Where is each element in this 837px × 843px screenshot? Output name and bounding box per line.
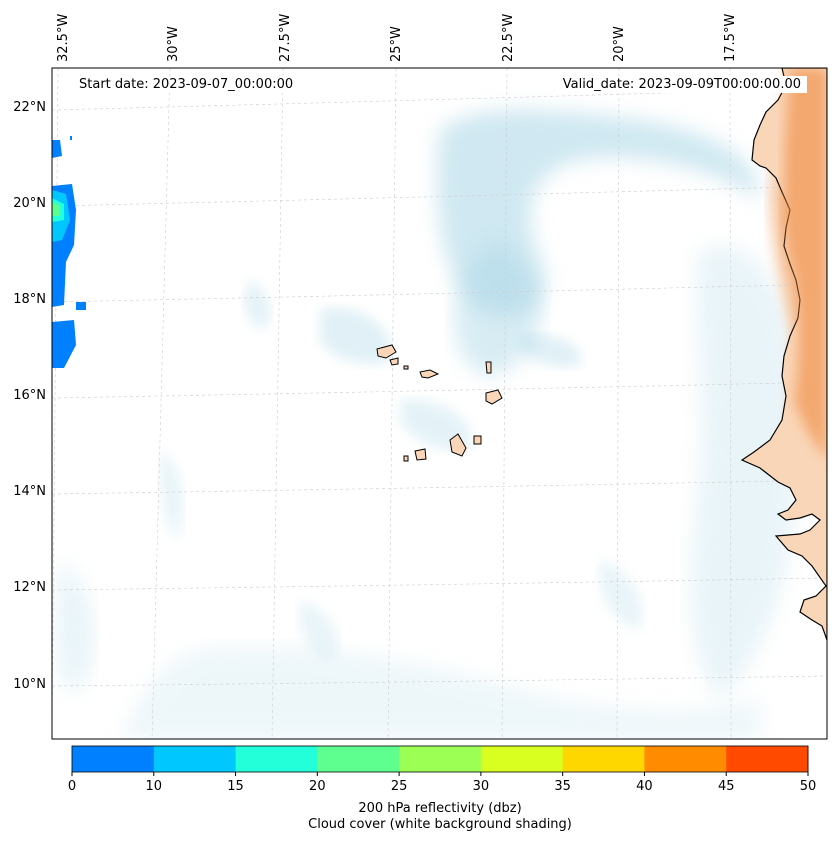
- island-boa-vista: [485, 389, 503, 405]
- colorbar-segment: [317, 746, 400, 772]
- colorbar-segment: [644, 746, 727, 772]
- cloud-cover-shading: [55, 110, 800, 739]
- cape-verde-islands: [376, 344, 503, 462]
- lat-label: 12°N: [13, 580, 46, 595]
- start-date-label: Start date: 2023-09-07_00:00:00: [73, 76, 300, 93]
- lon-label: 27.5°W: [278, 14, 293, 62]
- colorbar-tick-label: 10: [146, 779, 163, 794]
- colorbar-segment: [72, 746, 155, 772]
- island-sao-nicolau: [419, 369, 440, 379]
- colorbar-segment: [726, 746, 809, 772]
- colorbar-tick-label: 50: [800, 779, 817, 794]
- graticule: [52, 68, 827, 739]
- lon-label: 25°W: [389, 26, 404, 62]
- colorbar-tick-label: 30: [473, 779, 490, 794]
- colorbar-tick-label: 35: [554, 779, 571, 794]
- island-sao-vicente: [389, 357, 399, 366]
- colorbar-segment: [562, 746, 645, 772]
- colorbar-segment: [235, 746, 318, 772]
- colorbar-label-line2: Cloud cover (white background shading): [308, 817, 572, 832]
- colorbar-segment: [399, 746, 482, 772]
- colorbar-segment: [153, 746, 237, 772]
- sahara-dust-overlay: [782, 68, 827, 460]
- island-santo-antao: [376, 344, 397, 359]
- island-fogo: [414, 448, 427, 461]
- island-sal: [485, 361, 492, 374]
- colorbar-tick-label: 45: [718, 779, 735, 794]
- lon-labels: 32.5°W 30°W 27.5°W 25°W 22.5°W 20°W 17.5…: [56, 14, 738, 62]
- colorbar-tick-label: 15: [227, 779, 244, 794]
- lat-label: 14°N: [13, 484, 46, 499]
- island-maio: [473, 435, 482, 445]
- lat-label: 10°N: [13, 677, 46, 692]
- colorbar: 0 10 15 20 25 30 35 40 45 50: [68, 745, 817, 794]
- map-area: [52, 68, 827, 739]
- lat-label: 18°N: [13, 292, 46, 307]
- lon-label: 32.5°W: [56, 14, 71, 62]
- colorbar-tick-label: 20: [309, 779, 326, 794]
- lon-label: 30°W: [166, 26, 181, 62]
- colorbar-tick-label: 40: [636, 779, 653, 794]
- colorbar-title: 200 hPa reflectivity (dbz) Cloud cover (…: [0, 801, 837, 833]
- lon-label: 17.5°W: [723, 14, 738, 62]
- valid-date-label: Valid_date: 2023-09-09T00:00:00.00: [556, 76, 807, 93]
- island-brava: [403, 455, 409, 462]
- lat-label: 22°N: [13, 100, 46, 115]
- lat-labels: 22°N 20°N 18°N 16°N 14°N 12°N 10°N: [13, 100, 46, 692]
- colorbar-segment: [480, 746, 564, 772]
- colorbar-label-line1: 200 hPa reflectivity (dbz): [358, 801, 522, 816]
- lat-label: 16°N: [13, 388, 46, 403]
- lat-label: 20°N: [13, 196, 46, 211]
- island-santiago: [449, 433, 467, 457]
- colorbar-tick-label: 25: [391, 779, 408, 794]
- lon-label: 20°W: [612, 26, 627, 62]
- reflectivity-echoes: [52, 136, 86, 368]
- map-frame: [51, 67, 828, 740]
- island-santa-luzia: [403, 365, 409, 370]
- lon-label: 22.5°W: [501, 14, 516, 62]
- colorbar-tick-label: 0: [68, 779, 76, 794]
